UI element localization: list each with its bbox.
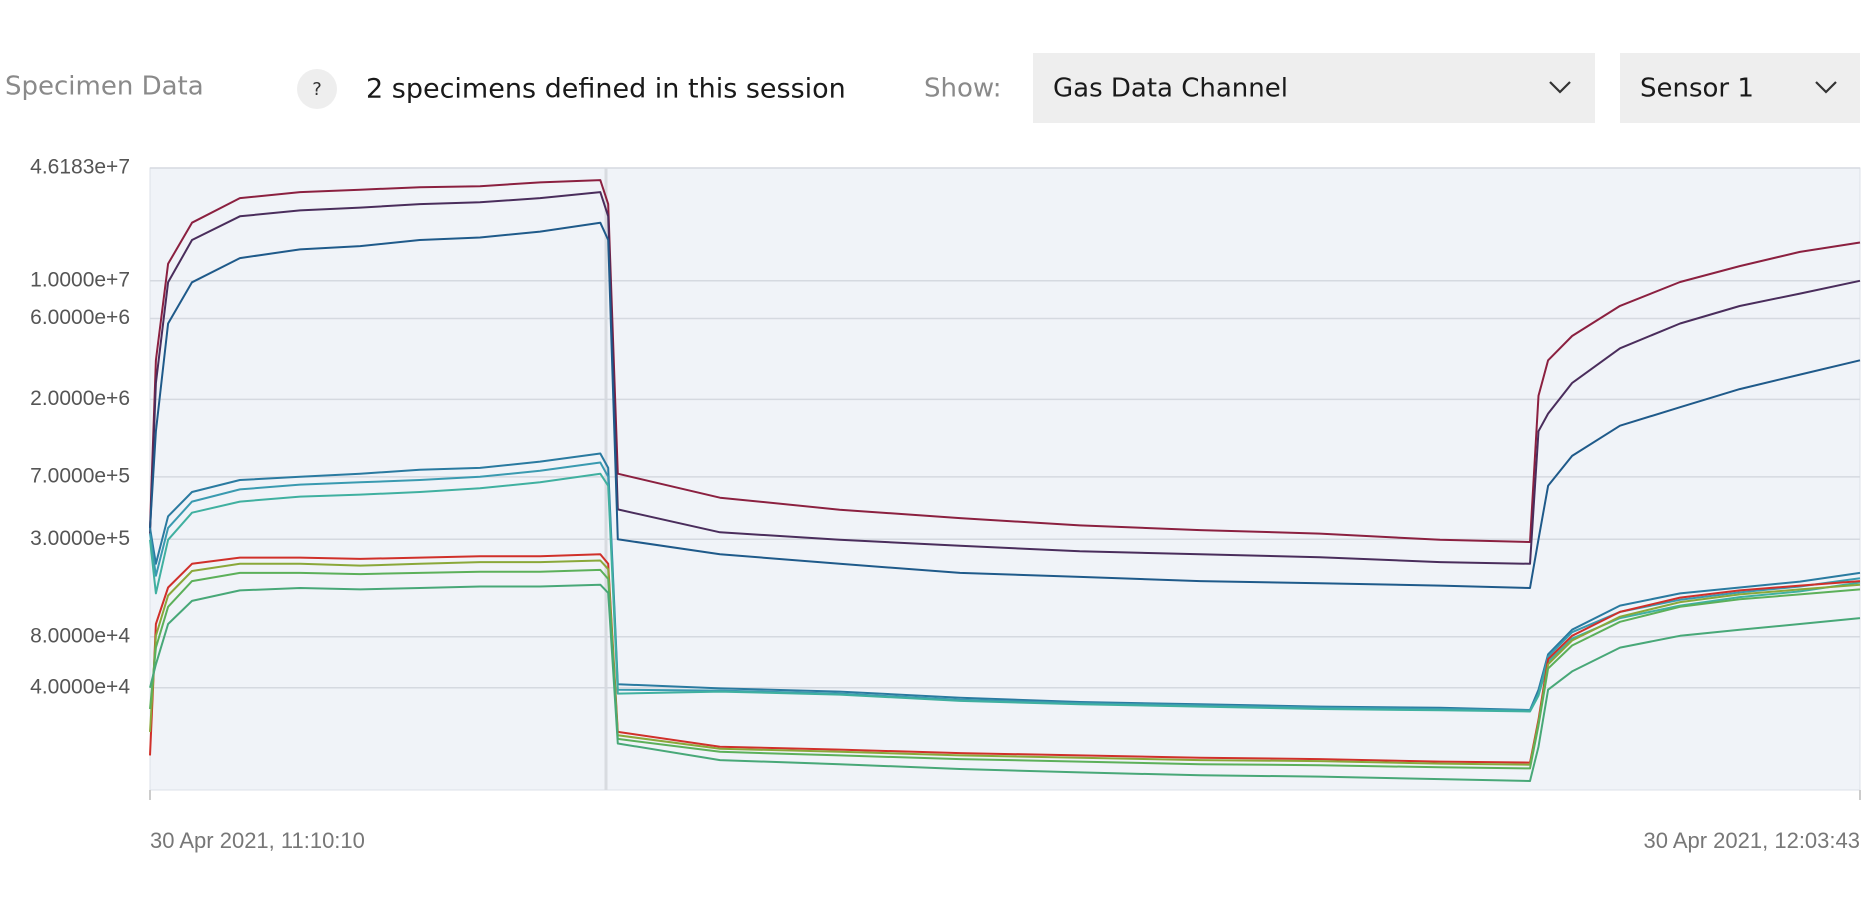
y-tick-label: 2.0000e+6: [30, 387, 130, 410]
channel-dropdown[interactable]: [1033, 53, 1595, 123]
series-line: [149, 568, 1861, 770]
y-tick-label: 3.0000e+5: [30, 527, 130, 550]
series-line: [149, 559, 1861, 766]
series-line: [149, 452, 1861, 711]
x-tick-label: 30 Apr 2021, 12:03:43: [1643, 828, 1860, 853]
help-button[interactable]: [297, 69, 337, 109]
plot-area: [149, 167, 1861, 791]
dropdown-chevron[interactable]: [1815, 81, 1837, 94]
channel-value[interactable]: Gas Data Channel: [1053, 74, 1288, 104]
series-line: [149, 191, 1861, 565]
x-tick-label: 30 Apr 2021, 11:10:10: [150, 828, 365, 853]
series-line: [149, 553, 1861, 764]
y-tick-label: 1.0000e+7: [30, 268, 130, 291]
dropdown-chevron[interactable]: [1549, 81, 1571, 94]
session-info: 2 specimens defined in this session: [366, 74, 846, 105]
y-tick-label: 4.6183e+7: [30, 156, 130, 179]
chart-layer: 4.6183e+7 1.0000e+7 6.0000e+6 2.0000e+6 7.00…: [30, 156, 1861, 853]
help-icon[interactable]: ?: [312, 79, 322, 100]
series-line: [149, 221, 1861, 589]
sensor-value[interactable]: Sensor 1: [1640, 74, 1754, 104]
y-tick-label: 7.0000e+5: [30, 464, 130, 487]
y-tick-label: 4.0000e+4: [30, 675, 130, 698]
y-tick-label: 6.0000e+6: [30, 306, 130, 329]
show-label: Show:: [924, 74, 1002, 104]
series-line: [149, 179, 1861, 543]
section-title: Specimen Data: [5, 72, 204, 102]
sensor-dropdown[interactable]: [1620, 53, 1860, 123]
y-tick-label: 8.0000e+4: [30, 624, 130, 647]
series-line: [149, 583, 1861, 782]
